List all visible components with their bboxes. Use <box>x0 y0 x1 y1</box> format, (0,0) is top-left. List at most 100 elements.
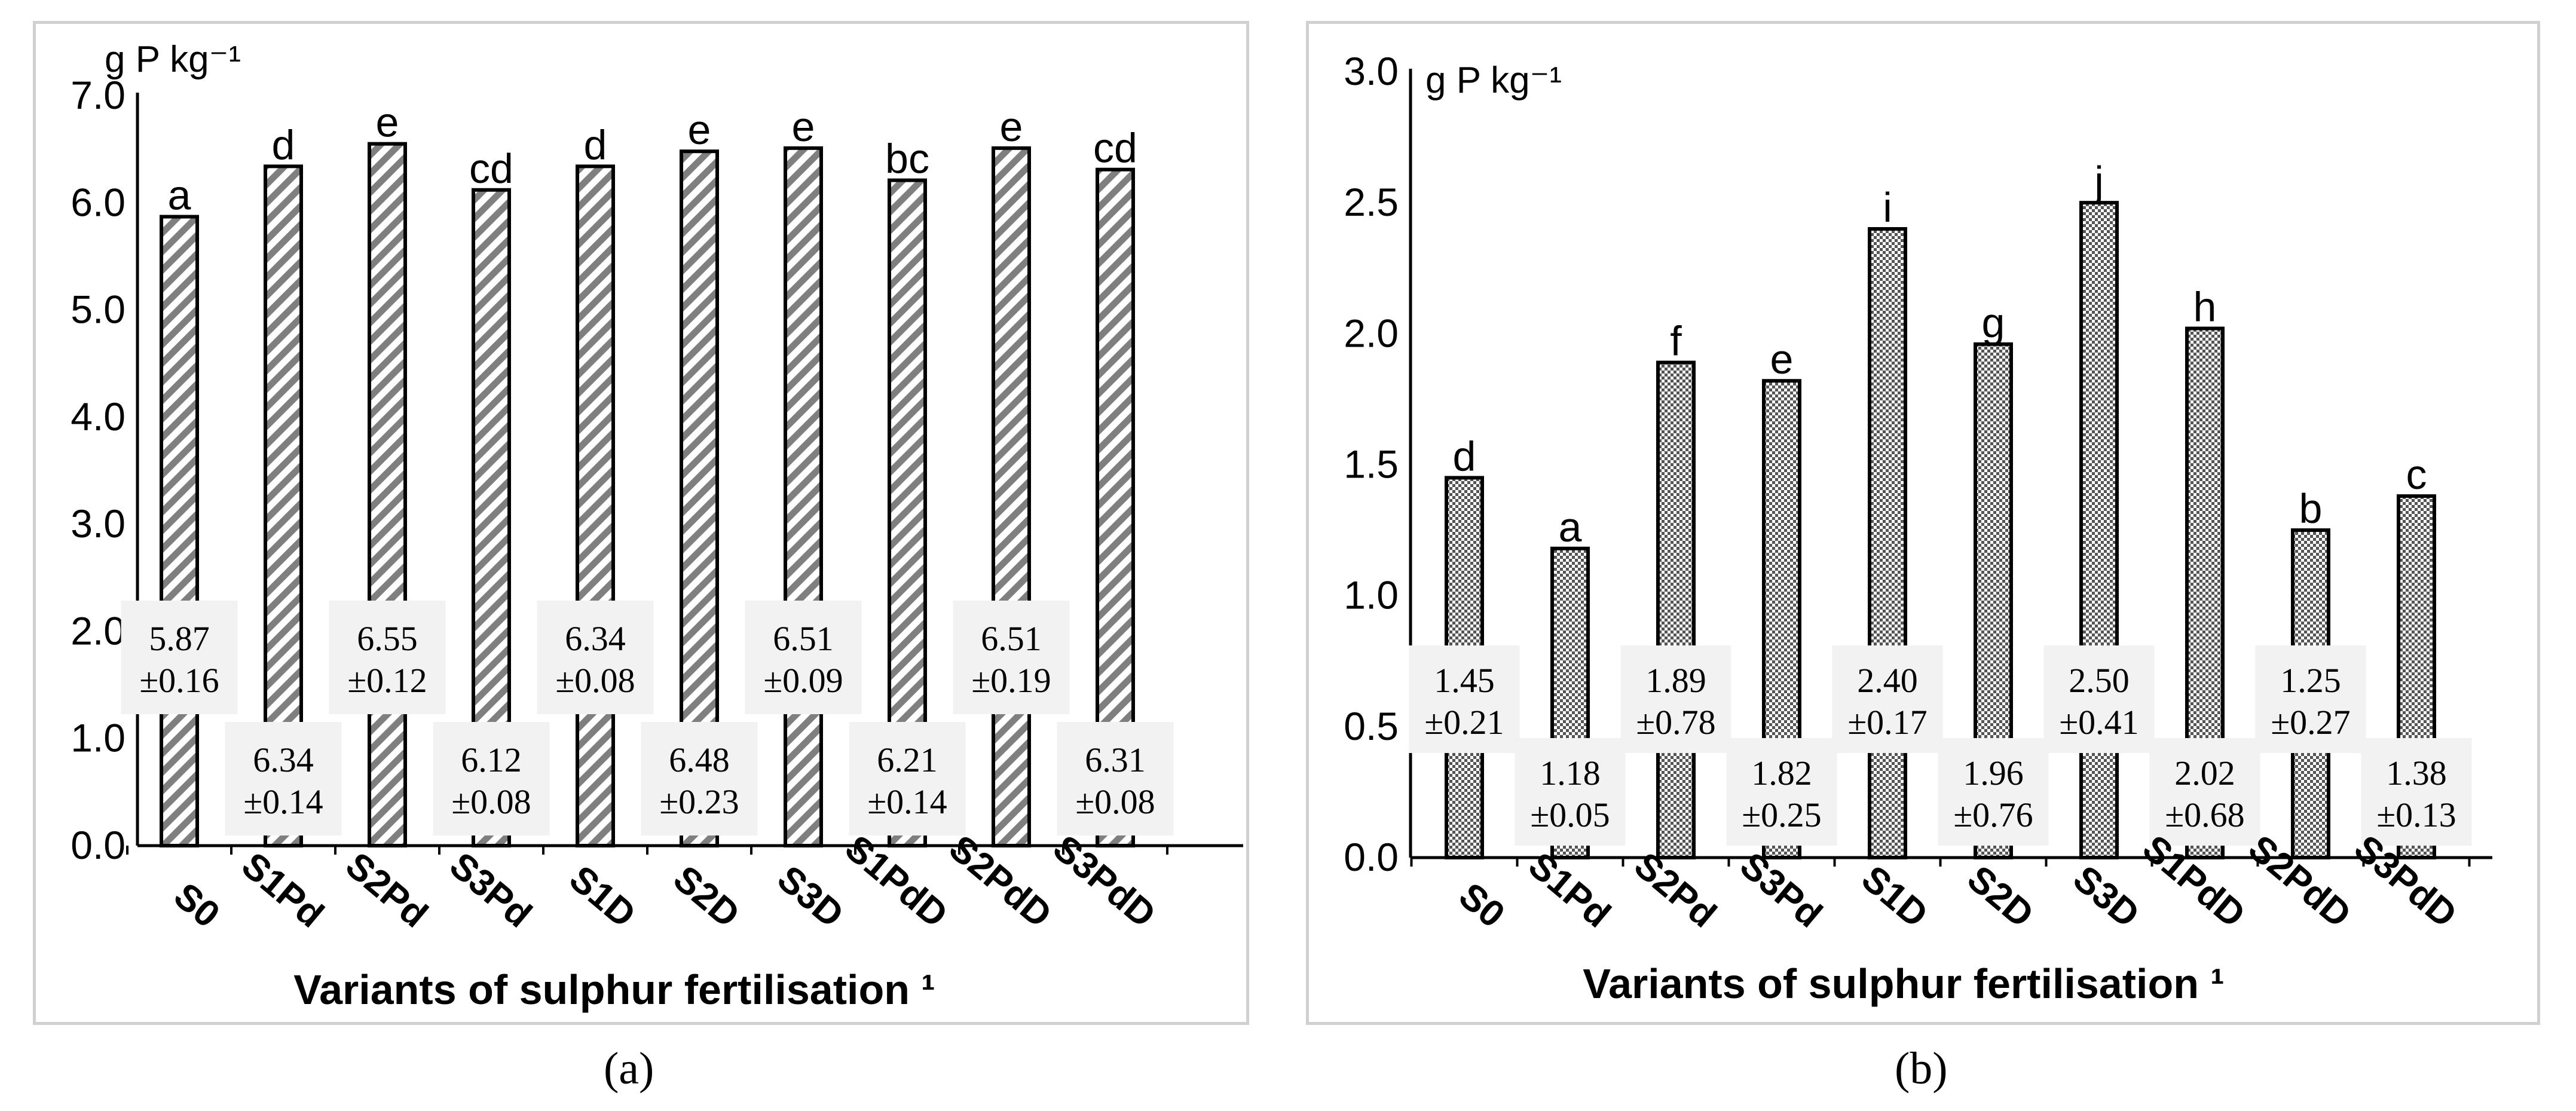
value-label-box <box>641 722 758 835</box>
y-tick-label: 0.0 <box>1344 835 1399 879</box>
mean-value-label: 6.34 <box>565 619 626 658</box>
mean-value-label: 6.55 <box>357 619 418 658</box>
y-tick-label: 1.0 <box>1344 573 1399 617</box>
y-tick-label: 3.0 <box>71 501 126 546</box>
significance-letter: e <box>792 103 815 150</box>
category-label-S0: S0 <box>1451 875 1512 936</box>
value-label-box <box>2043 645 2155 753</box>
x-axis-title: Variants of sulphur fertilisation ¹ <box>293 966 935 1013</box>
bar-S3D <box>2079 201 2119 860</box>
mean-value-label: 2.02 <box>2174 754 2235 792</box>
sd-value-label: ±0.76 <box>1953 795 2033 834</box>
significance-letter: e <box>1770 336 1794 382</box>
significance-letter: c <box>2406 451 2427 498</box>
significance-letter: h <box>2193 284 2217 330</box>
y-tick-label: 7.0 <box>71 73 126 117</box>
sd-value-label: ±0.14 <box>867 782 947 821</box>
value-label-box <box>433 722 550 835</box>
mean-value-label: 1.45 <box>1434 661 1495 700</box>
significance-letter: j <box>2093 158 2104 204</box>
significance-letter: cd <box>1093 125 1137 172</box>
significance-letter: a <box>1559 504 1582 550</box>
sd-value-label: ±0.08 <box>555 661 635 700</box>
sd-value-label: ±0.78 <box>1636 703 1715 742</box>
mean-value-label: 1.89 <box>1645 661 1706 700</box>
mean-value-label: 1.82 <box>1751 754 1812 792</box>
y-tick-label: 6.0 <box>71 180 126 224</box>
value-label-box <box>849 722 966 835</box>
significance-letter: d <box>272 121 295 168</box>
sd-value-label: ±0.16 <box>139 661 219 700</box>
sd-value-label: ±0.68 <box>2165 795 2244 834</box>
category-label-S3Pd: S3Pd <box>442 844 539 936</box>
bar-S2Pd <box>368 142 407 847</box>
value-label-box <box>1515 738 1626 846</box>
mean-value-label: 1.96 <box>1963 754 2024 792</box>
category-label-S0: S0 <box>166 875 227 936</box>
category-label-S3D: S3D <box>770 858 852 935</box>
value-label-box <box>225 722 342 835</box>
sd-value-label: ±0.25 <box>1742 795 1821 834</box>
bar-S0 <box>160 215 199 847</box>
sd-value-label: ±0.09 <box>763 661 843 700</box>
value-label-box <box>329 601 446 714</box>
category-label-S1D: S1D <box>562 858 644 935</box>
mean-value-label: 6.21 <box>877 740 938 779</box>
y-tick-label: 2.0 <box>1344 311 1399 355</box>
bar-S2PdD <box>992 146 1031 848</box>
mean-value-label: 6.12 <box>461 740 522 779</box>
sd-value-label: ±0.19 <box>971 661 1051 700</box>
value-label-box <box>1057 722 1174 835</box>
significance-letter: i <box>1883 184 1892 231</box>
bar-S1D <box>1868 227 1907 859</box>
value-label-box <box>2255 645 2366 753</box>
mean-value-label: 1.38 <box>2386 754 2447 792</box>
value-label-box <box>2149 738 2260 846</box>
y-tick-label: 0.0 <box>71 823 126 867</box>
category-label-S3D: S3D <box>2066 858 2147 935</box>
y-tick-label: 0.5 <box>1344 704 1399 748</box>
mean-value-label: 6.31 <box>1085 740 1146 779</box>
significance-letter: a <box>168 172 191 219</box>
mean-value-label: 6.34 <box>253 740 314 779</box>
value-label-box <box>121 601 238 714</box>
y-tick-label: 2.0 <box>71 608 126 653</box>
caption-b: (b) <box>1895 1043 1948 1094</box>
mean-value-label: 6.51 <box>773 619 834 658</box>
sd-value-label: ±0.23 <box>659 782 739 821</box>
category-label-S1Pd: S1Pd <box>234 844 331 936</box>
mean-value-label: 1.18 <box>1540 754 1601 792</box>
sd-value-label: ±0.05 <box>1530 795 1610 834</box>
significance-letter: e <box>1000 103 1023 150</box>
caption-a: (a) <box>604 1043 654 1094</box>
mean-value-label: 1.25 <box>2280 661 2341 700</box>
significance-letter: f <box>1670 318 1682 365</box>
sd-value-label: ±0.41 <box>2059 703 2138 742</box>
mean-value-label: 6.48 <box>669 740 730 779</box>
sd-value-label: ±0.17 <box>1847 703 1927 742</box>
sd-value-label: ±0.08 <box>1075 782 1155 821</box>
x-axis-title: Variants of sulphur fertilisation ¹ <box>1583 960 2224 1007</box>
y-unit-label: g P kg⁻¹ <box>105 39 241 80</box>
sd-value-label: ±0.14 <box>243 782 323 821</box>
y-unit-label: g P kg⁻¹ <box>1425 60 1562 101</box>
mean-value-label: 5.87 <box>149 619 210 658</box>
significance-letter: e <box>688 106 711 153</box>
value-label-box <box>1726 738 1837 846</box>
category-label-S2D: S2D <box>666 858 748 935</box>
value-label-box <box>1832 645 1943 753</box>
value-label-box <box>953 601 1070 714</box>
sd-value-label: ±0.12 <box>347 661 427 700</box>
significance-letter: cd <box>469 145 513 192</box>
y-tick-label: 1.5 <box>1344 442 1399 486</box>
y-tick-label: 1.0 <box>71 716 126 760</box>
mean-value-label: 6.51 <box>981 619 1042 658</box>
chart-panel-a <box>33 21 1249 1025</box>
value-label-box <box>1409 645 1520 753</box>
bar-S2Pd <box>1656 360 1696 859</box>
significance-letter: d <box>584 121 607 168</box>
y-tick-label: 5.0 <box>71 287 126 332</box>
value-label-box <box>537 601 654 714</box>
value-label-box <box>2361 738 2472 846</box>
